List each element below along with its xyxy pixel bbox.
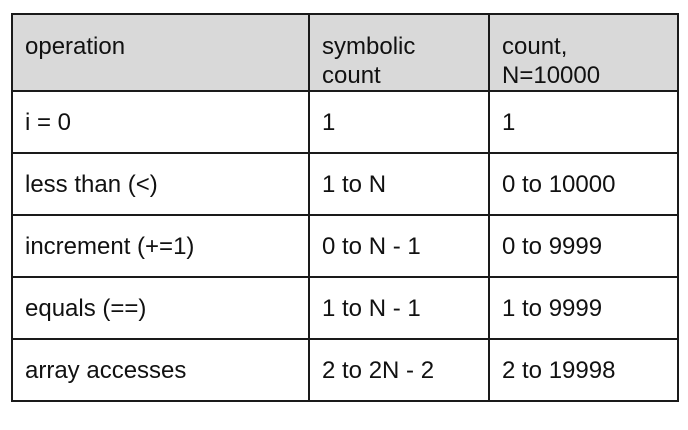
cell-count: 0 to 9999: [488, 214, 679, 278]
cell-symbolic-count: 0 to N - 1: [308, 214, 490, 278]
table-row: array accesses 2 to 2N - 2 2 to 19998: [11, 338, 679, 402]
cell-count: 0 to 10000: [488, 152, 679, 216]
cell-count: 1: [488, 90, 679, 154]
table-row: equals (==) 1 to N - 1 1 to 9999: [11, 276, 679, 340]
cell-operation: equals (==): [11, 276, 310, 340]
table-row: i = 0 1 1: [11, 90, 679, 154]
cell-operation: increment (+=1): [11, 214, 310, 278]
cell-operation: less than (<): [11, 152, 310, 216]
header-cell-operation: operation: [11, 13, 310, 92]
header-line: count, N=10000: [502, 33, 601, 89]
table-row: less than (<) 1 to N 0 to 10000: [11, 152, 679, 216]
cell-symbolic-count: 1: [308, 90, 490, 154]
header-line: symbolic count: [322, 33, 416, 89]
cell-symbolic-count: 1 to N - 1: [308, 276, 490, 340]
header-row: operation symbolic count count, N=10000: [11, 13, 679, 92]
cell-symbolic-count: 1 to N: [308, 152, 490, 216]
cell-symbolic-count: 2 to 2N - 2: [308, 338, 490, 402]
header-cell-symbolic-count: symbolic count: [308, 13, 490, 92]
table-header: operation symbolic count count, N=10000: [11, 13, 679, 92]
header-cell-count-n: count, N=10000: [488, 13, 679, 92]
cell-operation: i = 0: [11, 90, 310, 154]
cell-operation: array accesses: [11, 338, 310, 402]
cell-count: 1 to 9999: [488, 276, 679, 340]
cell-count: 2 to 19998: [488, 338, 679, 402]
table-row: increment (+=1) 0 to N - 1 0 to 9999: [11, 214, 679, 278]
operations-table: operation symbolic count count, N=10000 …: [11, 13, 679, 402]
table-body: i = 0 1 1 less than (<) 1 to N 0 to 1000…: [11, 90, 679, 402]
